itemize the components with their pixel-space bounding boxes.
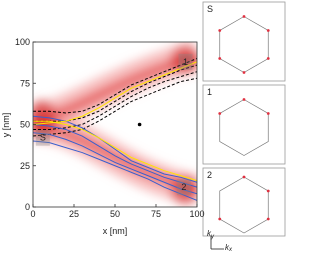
trajectory bbox=[33, 115, 197, 183]
panel bbox=[202, 167, 286, 237]
y-axis-label: y [nm] bbox=[1, 113, 11, 138]
trajectory bbox=[33, 120, 197, 182]
annotation: S bbox=[40, 133, 46, 143]
valley-dot bbox=[266, 29, 270, 32]
trajectory bbox=[33, 124, 197, 188]
trajectory bbox=[33, 132, 197, 195]
panel-label: S bbox=[207, 4, 213, 14]
trajectories bbox=[33, 58, 197, 201]
valley-dot bbox=[242, 175, 246, 179]
kx-sub: x bbox=[228, 247, 233, 251]
annotation: 1 bbox=[183, 57, 188, 67]
k-axes: ky kx bbox=[207, 229, 233, 253]
point bbox=[137, 122, 142, 127]
x-axis-label: x [nm] bbox=[103, 226, 128, 236]
x-tick-label: 25 bbox=[69, 209, 79, 219]
kx-main: k bbox=[225, 243, 230, 251]
heatmap bbox=[33, 42, 197, 205]
trajectory bbox=[33, 140, 197, 201]
valley-dot bbox=[218, 57, 222, 60]
annotation-box bbox=[178, 53, 193, 70]
x-tick-label: 75 bbox=[151, 209, 161, 219]
panel-label: 2 bbox=[207, 170, 212, 180]
valley-dot bbox=[218, 112, 222, 115]
panels: S 1 2 bbox=[202, 1, 286, 237]
trajectory bbox=[33, 64, 197, 122]
y-tick-label: 0 bbox=[25, 202, 30, 212]
annotation-box bbox=[176, 179, 191, 196]
figure: x [nm] y [nm] S12 ky kx 0 25 50 75 100025507… bbox=[1, 1, 286, 253]
valley-dot bbox=[218, 217, 222, 221]
y-tick-label: 75 bbox=[20, 78, 30, 88]
valley-dot bbox=[218, 29, 222, 32]
panel bbox=[202, 84, 286, 165]
valley-dot bbox=[242, 15, 246, 18]
y-tick-label: 50 bbox=[20, 120, 30, 130]
y-tick-label: 100 bbox=[15, 37, 30, 47]
valley-dot bbox=[266, 57, 270, 60]
trajectory bbox=[33, 77, 197, 137]
annotation-box bbox=[35, 129, 50, 146]
valley-dot bbox=[242, 71, 246, 74]
x-tick-label: 0 bbox=[30, 209, 35, 219]
x-tick-label: 100 bbox=[189, 209, 204, 219]
panel-label: 1 bbox=[207, 87, 212, 97]
trajectory bbox=[33, 58, 197, 114]
panel bbox=[202, 1, 286, 82]
valley-dot bbox=[242, 98, 246, 101]
x-tick-label: 50 bbox=[110, 209, 120, 219]
valley-dot bbox=[266, 189, 270, 193]
ky-main: k bbox=[207, 229, 212, 238]
trajectory bbox=[33, 61, 197, 125]
ky-sub: y bbox=[210, 234, 215, 240]
annotation: 2 bbox=[181, 182, 186, 192]
y-tick-label: 25 bbox=[20, 161, 30, 171]
valley-dot bbox=[266, 112, 270, 115]
valley-dot bbox=[266, 217, 270, 221]
kx-label: kx bbox=[225, 243, 233, 251]
ky-label: ky bbox=[207, 229, 215, 240]
